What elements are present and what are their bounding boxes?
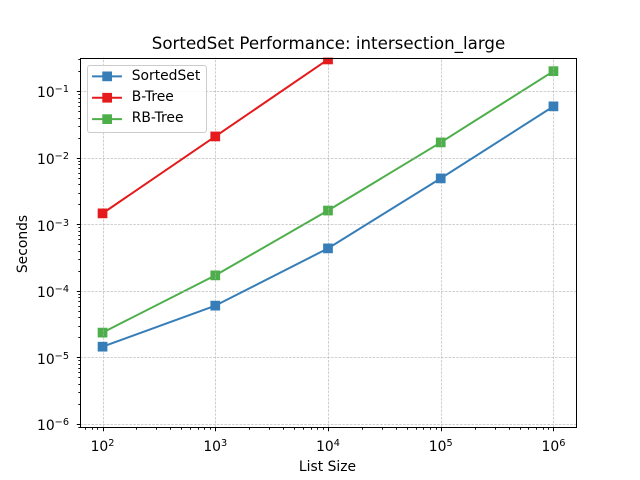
series-marker bbox=[435, 173, 446, 184]
y-tick-label: 10−2 bbox=[37, 151, 69, 168]
series-marker bbox=[97, 341, 108, 352]
legend-handle-b-tree bbox=[91, 92, 122, 103]
series-marker bbox=[210, 300, 221, 311]
legend-marker bbox=[101, 114, 112, 125]
series-marker bbox=[323, 57, 333, 65]
series-marker bbox=[323, 243, 333, 254]
y-axis-label-text: Seconds bbox=[15, 214, 31, 273]
series-marker bbox=[97, 327, 108, 338]
y-tick-label: 10−5 bbox=[37, 350, 69, 368]
series-marker bbox=[97, 208, 108, 219]
legend-label-rb-tree: RB-Tree bbox=[131, 110, 184, 127]
x-tick-label: 102 bbox=[90, 438, 115, 455]
x-tick-label: 103 bbox=[203, 438, 228, 455]
y-tick-label: 10−3 bbox=[37, 217, 69, 235]
series-marker bbox=[548, 66, 559, 77]
series-marker bbox=[548, 101, 559, 112]
legend: SortedSet B-Tree RB-Tree bbox=[87, 65, 207, 133]
y-tick-label: 10−4 bbox=[37, 284, 69, 302]
legend-handle-rb-tree bbox=[91, 114, 122, 125]
chart-title: SortedSet Performance: intersection_larg… bbox=[151, 34, 506, 53]
series-b-tree bbox=[97, 57, 333, 219]
y-tick-label: 10−1 bbox=[37, 84, 69, 102]
x-tick-label: 105 bbox=[428, 438, 453, 455]
x-axis-label: List Size bbox=[298, 459, 357, 476]
legend-label-sortedset: SortedSet bbox=[131, 67, 201, 84]
legend-label-b-tree: B-Tree bbox=[131, 89, 174, 106]
series-sortedset bbox=[97, 101, 559, 352]
y-tick-label: 10−6 bbox=[37, 417, 69, 435]
series-marker bbox=[210, 131, 221, 142]
x-tick-label: 104 bbox=[316, 438, 340, 455]
legend-handle-sortedset bbox=[91, 71, 122, 82]
legend-marker bbox=[101, 92, 112, 103]
series-marker bbox=[210, 270, 221, 281]
legend-marker bbox=[101, 71, 112, 82]
ticks bbox=[76, 59, 554, 432]
series-marker bbox=[435, 137, 446, 148]
grid bbox=[80, 57, 576, 428]
x-tick-label: 106 bbox=[541, 438, 566, 455]
